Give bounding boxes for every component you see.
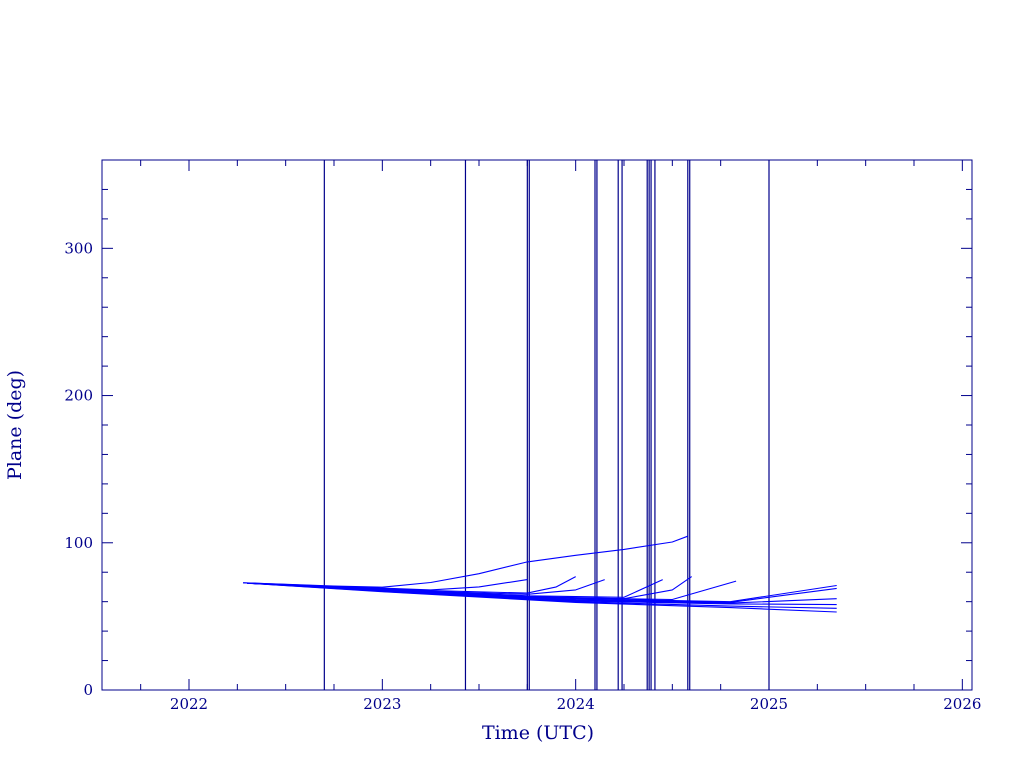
series-lines bbox=[243, 535, 837, 613]
y-tick-label: 0 bbox=[83, 681, 93, 699]
tick-labels: 2022 2023 2024 2025 2026 0 100 200 300 bbox=[64, 239, 981, 713]
y-axis-label: Plane (deg) bbox=[4, 370, 26, 480]
plot-frame bbox=[101, 159, 973, 691]
x-axis-label: Time (UTC) bbox=[482, 722, 594, 744]
x-tick-label: 2023 bbox=[363, 695, 401, 713]
axis-ticks bbox=[102, 159, 972, 691]
x-tick-label: 2022 bbox=[170, 695, 208, 713]
y-tick-label: 100 bbox=[64, 534, 93, 552]
y-tick-label: 200 bbox=[64, 387, 93, 405]
y-tick-label: 300 bbox=[64, 239, 93, 257]
x-tick-label: 2026 bbox=[943, 695, 981, 713]
x-tick-label: 2024 bbox=[557, 695, 595, 713]
vertical-markers bbox=[323, 160, 770, 690]
x-tick-label: 2025 bbox=[750, 695, 788, 713]
series-line bbox=[246, 582, 837, 613]
